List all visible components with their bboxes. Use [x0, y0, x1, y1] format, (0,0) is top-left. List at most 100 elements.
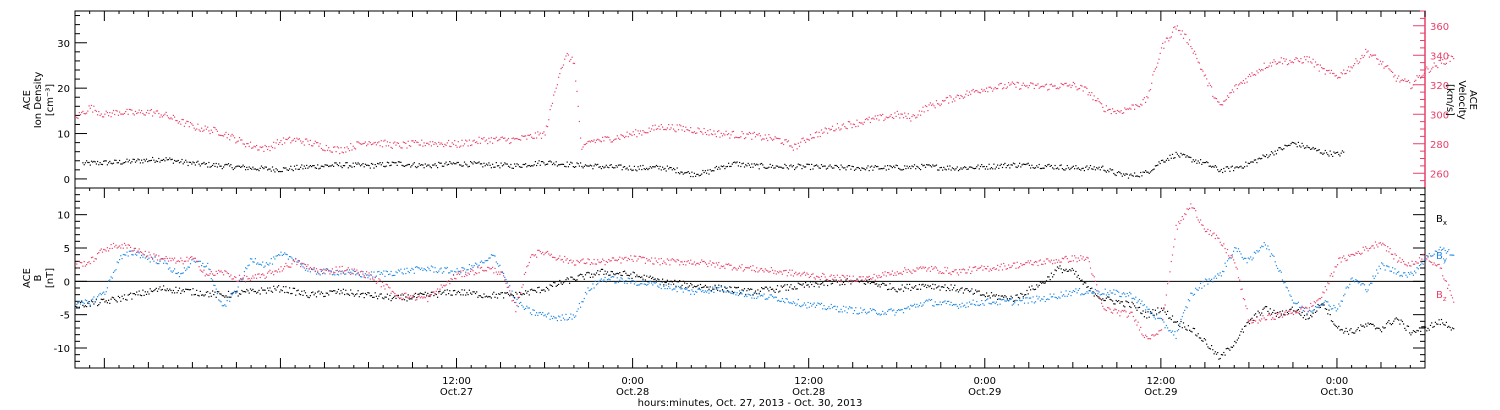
density-point: [209, 166, 211, 168]
bx-point: [1109, 298, 1111, 300]
velocity-point: [581, 148, 583, 150]
bz-point: [405, 292, 407, 294]
velocity-point: [111, 112, 113, 114]
by-point: [849, 306, 851, 308]
density-point: [1213, 166, 1215, 168]
bx-point: [567, 278, 569, 280]
density-point: [544, 164, 546, 166]
bx-point: [679, 280, 681, 282]
velocity-point: [227, 133, 230, 135]
by-point: [912, 305, 914, 307]
bz-point: [353, 268, 355, 270]
bz-point: [303, 267, 305, 269]
bx-point: [1056, 266, 1059, 268]
bx-point: [1378, 327, 1380, 329]
by-point: [1341, 300, 1343, 302]
by-point: [893, 309, 895, 311]
by-point: [1094, 288, 1096, 291]
by-point: [291, 257, 293, 259]
bx-point: [521, 294, 523, 296]
by-point: [489, 257, 491, 259]
by-point: [482, 262, 484, 264]
density-point: [1027, 162, 1029, 164]
density-point: [439, 162, 441, 164]
bz-point: [201, 270, 203, 272]
by-point: [736, 292, 738, 294]
velocity-point: [1153, 70, 1155, 72]
density-point: [170, 159, 172, 161]
by-point: [89, 304, 91, 306]
by-point: [303, 263, 305, 265]
bx-point: [872, 281, 874, 283]
by-point: [554, 317, 556, 319]
velocity-point: [934, 107, 936, 109]
velocity-point: [363, 142, 365, 144]
density-point: [584, 164, 587, 166]
density-point: [500, 162, 502, 164]
density-point: [971, 166, 973, 169]
bz-point: [256, 277, 258, 279]
density-point: [698, 175, 700, 177]
density-point: [1109, 168, 1111, 170]
by-point: [910, 304, 912, 306]
by-point: [783, 300, 785, 302]
by-point: [961, 302, 963, 304]
bx-point: [1318, 305, 1320, 307]
density-point: [912, 166, 914, 168]
by-point: [1334, 307, 1336, 309]
bx-point: [1028, 286, 1030, 288]
velocity-point: [1061, 83, 1063, 85]
bx-point: [583, 278, 585, 280]
velocity-point: [300, 140, 302, 142]
by-point: [1292, 302, 1295, 304]
velocity-point: [243, 143, 245, 145]
bz-point: [166, 257, 168, 260]
bz-point: [94, 258, 96, 260]
by-point: [1184, 309, 1186, 311]
by-point: [1245, 257, 1247, 259]
bz-point: [225, 270, 227, 272]
bx-point: [789, 286, 791, 288]
bx-point: [81, 301, 83, 303]
by-point: [691, 289, 693, 291]
density-point: [949, 165, 951, 167]
bx-point: [1344, 330, 1346, 332]
bx-point: [292, 287, 294, 289]
bx-point: [385, 296, 387, 298]
bz-point: [392, 291, 395, 293]
bx-point: [1006, 298, 1008, 300]
by-point: [1363, 284, 1366, 286]
bx-point: [921, 284, 923, 286]
by-point: [720, 286, 722, 288]
by-point: [95, 298, 97, 300]
velocity-point: [710, 133, 713, 135]
by-point: [1381, 262, 1383, 264]
by-point: [1296, 302, 1298, 305]
velocity-point: [906, 117, 908, 119]
by-point: [758, 293, 760, 295]
density-point: [1286, 145, 1288, 147]
density-point: [877, 165, 879, 168]
velocity-point: [666, 127, 668, 129]
velocity-point: [593, 139, 595, 141]
bx-point: [1427, 327, 1429, 329]
by-point: [1382, 263, 1384, 265]
density-point: [923, 164, 925, 166]
bx-point: [774, 291, 776, 293]
density-point: [1132, 175, 1134, 177]
density-point: [1250, 161, 1252, 163]
density-point: [1054, 164, 1056, 167]
bx-point: [1014, 300, 1016, 302]
by-point: [558, 315, 560, 317]
velocity-point: [853, 123, 856, 126]
by-point: [1038, 296, 1040, 298]
bz-point: [616, 260, 618, 262]
density-point: [723, 165, 725, 167]
by-point: [172, 270, 174, 272]
bz-point: [383, 285, 385, 287]
velocity-point: [433, 143, 435, 145]
density-point: [873, 166, 875, 168]
density-point: [1189, 156, 1191, 158]
velocity-point: [888, 116, 890, 119]
velocity-point: [889, 115, 891, 117]
